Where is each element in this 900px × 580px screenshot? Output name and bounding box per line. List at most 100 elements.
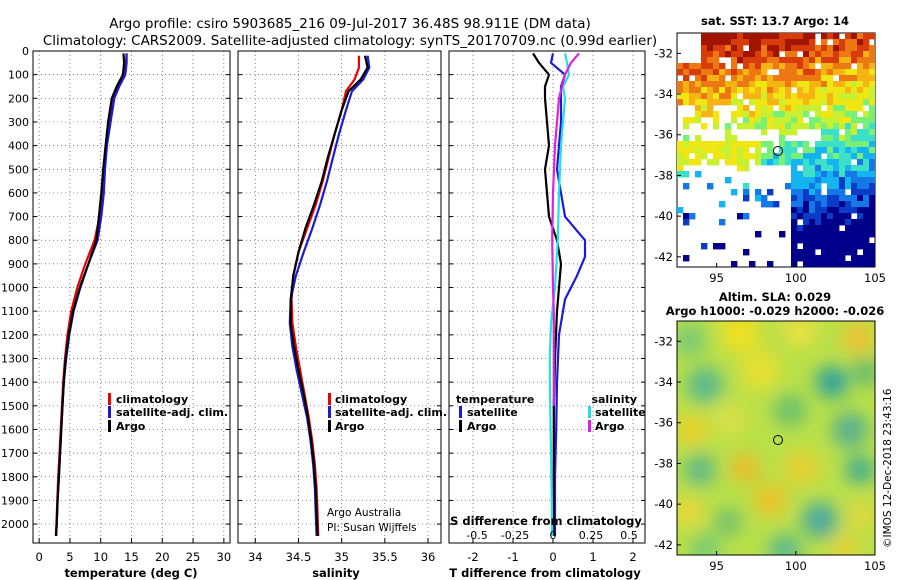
sst-cell	[779, 105, 786, 112]
sst-cell	[773, 99, 780, 106]
sst-cell	[749, 57, 756, 64]
sst-cell	[851, 207, 858, 214]
legend-swatch-climatology	[328, 393, 331, 405]
sst-cell	[695, 147, 702, 154]
sst-cell	[749, 87, 756, 94]
legend-title-temperature: temperature	[456, 393, 534, 406]
sst-cell	[677, 81, 684, 88]
sst-cell	[791, 243, 798, 250]
sst-cell	[851, 45, 858, 52]
sst-cell	[731, 87, 738, 94]
sst-cell	[797, 195, 804, 202]
sst-cell	[845, 219, 852, 226]
sst-cell	[857, 261, 864, 267]
sst-cell	[815, 189, 822, 196]
sst-cell	[707, 87, 714, 94]
sst-cell	[719, 45, 726, 52]
sst-cell	[815, 45, 822, 52]
sst-cell	[851, 231, 858, 238]
sst-cell	[809, 117, 816, 124]
sst-cell	[857, 93, 864, 100]
sst-cell	[731, 69, 738, 76]
sst-cell	[773, 39, 780, 46]
sst-cell	[677, 63, 684, 70]
sst-cell	[809, 225, 816, 232]
plot-frame	[237, 50, 442, 544]
sst-cell	[851, 255, 858, 262]
sst-cell	[695, 141, 702, 148]
sst-cell	[755, 63, 762, 70]
sst-cell	[779, 33, 786, 40]
sst-cell	[767, 117, 774, 124]
sst-cell	[701, 45, 708, 52]
sst-cell	[869, 63, 875, 70]
sst-cell	[857, 135, 864, 142]
sst-cell	[803, 99, 810, 106]
sst-cell	[845, 57, 852, 64]
sst-cell	[791, 231, 798, 238]
sst-cell	[863, 213, 870, 220]
sst-cell	[827, 123, 834, 130]
sst-cell	[779, 141, 786, 148]
salinity-difference-axis: -0.5 -0.25 0 0.25 0.5	[466, 529, 637, 542]
sst-cell	[767, 153, 774, 160]
sst-cell	[809, 147, 816, 154]
sst-cell	[791, 69, 798, 76]
sst-cell	[815, 207, 822, 214]
sst-cell	[683, 75, 690, 82]
sst-cell	[755, 153, 762, 160]
sst-cell	[677, 159, 684, 166]
sst-cell	[863, 147, 870, 154]
sst-cell	[797, 183, 804, 190]
sst-cell	[773, 51, 780, 58]
y-tick-label: 1800	[1, 471, 29, 484]
sst-cell	[785, 117, 792, 124]
sst-cell	[869, 45, 875, 52]
sst-cell	[851, 165, 858, 172]
sst-cell	[677, 141, 684, 148]
sst-cell	[797, 45, 804, 52]
sst-cell	[707, 159, 714, 166]
sst-cell	[809, 69, 816, 76]
sst-cell	[863, 69, 870, 76]
sst-cell	[815, 51, 822, 58]
sst-cell	[839, 183, 846, 190]
sst-cell	[731, 159, 738, 166]
sst-cell	[869, 261, 875, 267]
sst-cell	[707, 57, 714, 64]
sst-cell	[737, 105, 744, 112]
sst-cell	[695, 63, 702, 70]
sst-cell	[821, 45, 828, 52]
sst-cell	[701, 111, 708, 118]
sst-cell	[827, 45, 834, 52]
sst-cell	[845, 261, 852, 267]
sst-cell	[755, 105, 762, 112]
y-tick-label: 1500	[1, 400, 29, 413]
map-x-tick-label: 100	[785, 271, 807, 285]
sst-cell	[869, 51, 875, 58]
sst-cell	[833, 207, 840, 214]
legend-label-argo: Argo	[335, 420, 365, 433]
sst-cell	[821, 63, 828, 70]
sst-cell	[845, 213, 852, 220]
sst-cell	[839, 207, 846, 214]
sst-cell	[827, 261, 834, 267]
sst-cell	[833, 195, 840, 202]
sla-map-field	[677, 321, 875, 555]
sst-cell	[821, 147, 828, 154]
sst-cell	[803, 111, 810, 118]
sst-cell	[737, 51, 744, 58]
imos-stamp: ©IMOS 12-Dec-2018 23:43:16	[882, 388, 894, 548]
sst-cell	[683, 99, 690, 106]
sst-cell	[701, 87, 708, 94]
sst-cell	[809, 249, 816, 256]
sla-anomaly	[846, 456, 874, 484]
sst-cell	[827, 159, 834, 166]
sst-cell	[767, 201, 774, 208]
sst-cell	[731, 39, 738, 46]
sst-cell	[779, 135, 786, 142]
sst-cell	[821, 57, 828, 64]
sst-cell	[749, 45, 756, 52]
sst-cell	[803, 39, 810, 46]
sst-cell	[863, 99, 870, 106]
